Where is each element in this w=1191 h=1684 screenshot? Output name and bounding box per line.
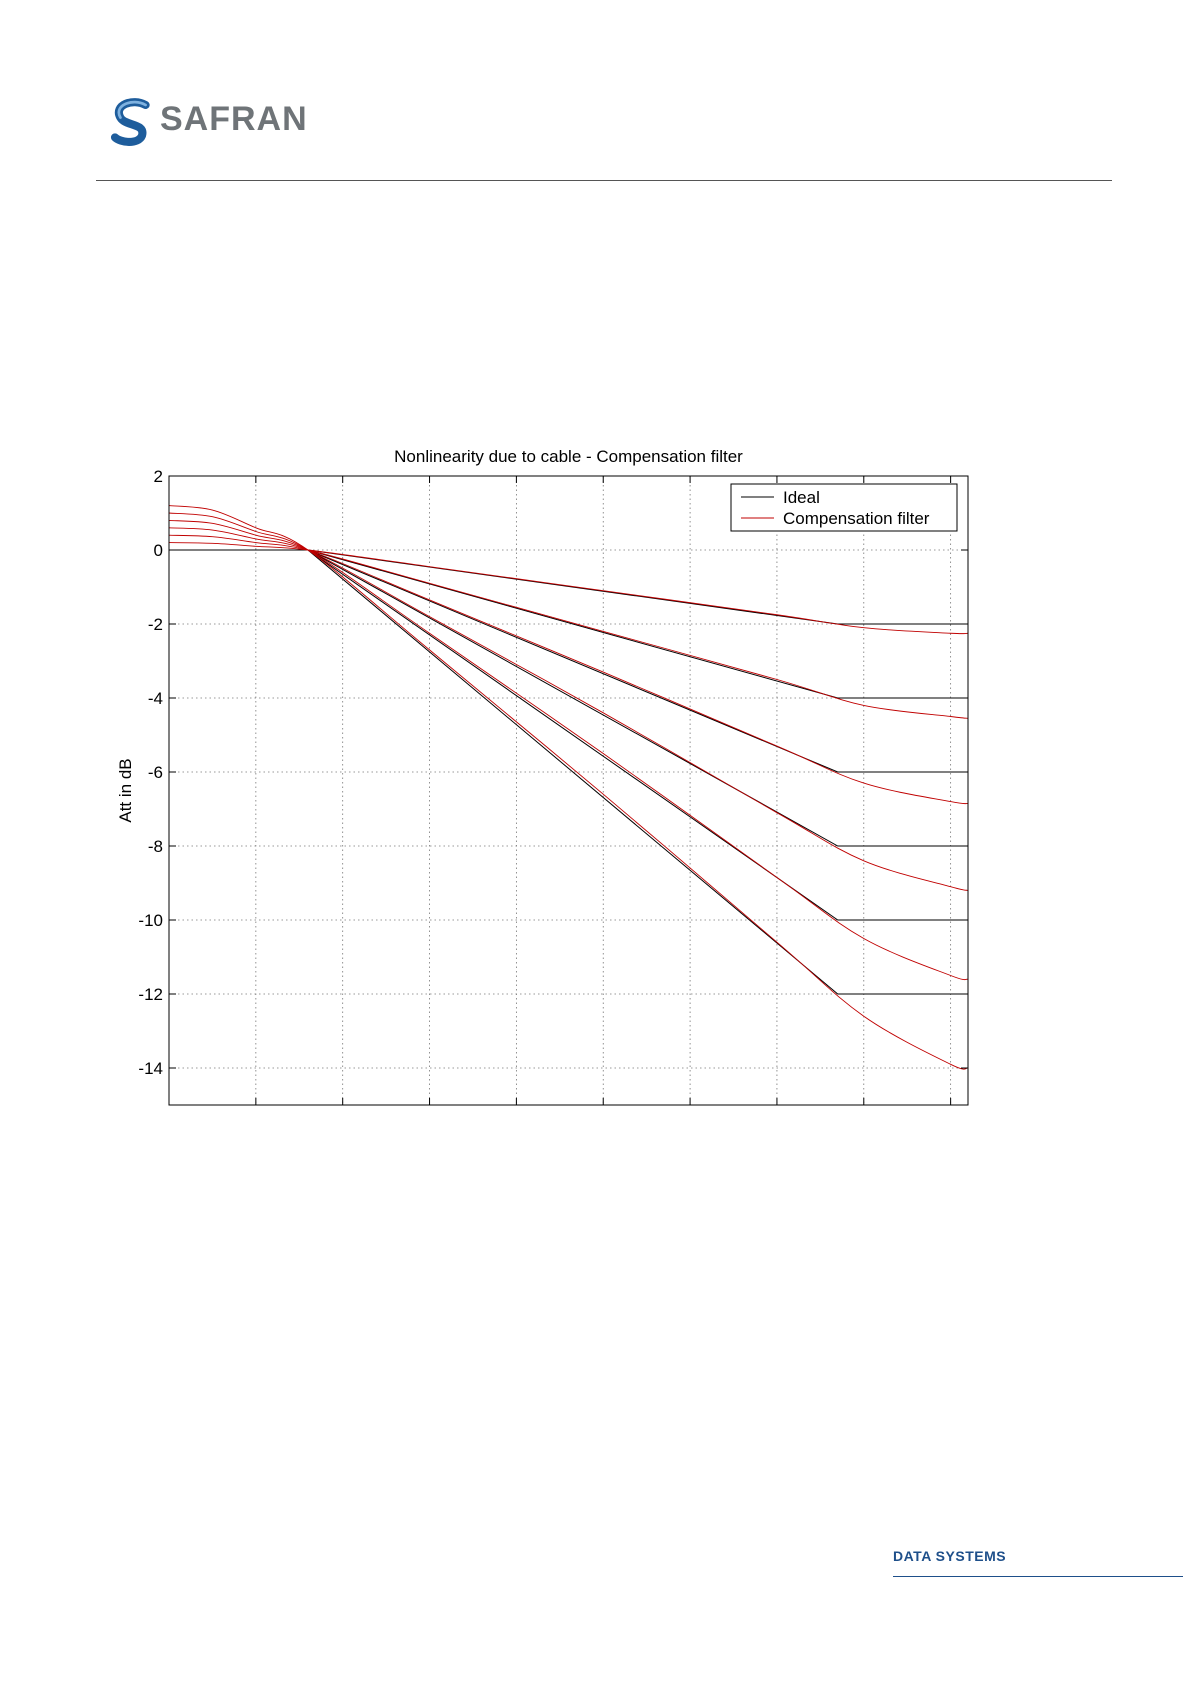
compensation-curve-1 [168,534,969,719]
curves [168,505,969,1070]
y-tick-label-5: -8 [148,837,163,856]
series-ideal [169,549,968,995]
legend-label-compensation: Compensation filter [783,509,930,528]
compensation-curve-4 [168,512,969,981]
ideal-curve-4 [169,549,968,921]
ideal-curve-2 [169,549,968,773]
legend-box [730,483,958,532]
footer-divider [893,1576,1183,1577]
chart-title: Nonlinearity due to cable - Compensation… [394,447,743,466]
compensation-curve-0 [168,542,969,635]
plot-frame [168,475,969,1106]
y-tick-label-3: -4 [148,689,163,708]
compensation-curve-3 [168,519,969,891]
y-axis-label: Att in dB [116,758,135,822]
safran-logo-icon [110,98,150,146]
brand-name: SAFRAN [160,100,308,138]
y-tick-label-2: -2 [148,615,163,634]
ideal-curve-0 [169,549,968,625]
y-tick-label-1: 0 [154,541,163,560]
y-tick-label-0: 2 [154,467,163,486]
compensation-curve-2 [168,527,969,805]
legend: Ideal Compensation filter [730,483,958,532]
compensation-curve-5 [168,505,969,1070]
ideal-curve-5 [169,549,968,995]
grid [169,475,968,1105]
series-compensation-filter [168,505,969,1070]
y-tick-label-7: -12 [138,985,163,1004]
header-divider [96,180,1112,181]
y-tick-label-4: -6 [148,763,163,782]
y-tick-label-8: -14 [138,1059,163,1078]
y-tick-label-6: -10 [138,911,163,930]
footer-brand: DATA SYSTEMS [893,1548,1007,1564]
legend-label-ideal: Ideal [783,488,820,507]
y-ticks: 2 0 -2 -4 -6 -8 -10 -12 -14 [138,467,968,1105]
